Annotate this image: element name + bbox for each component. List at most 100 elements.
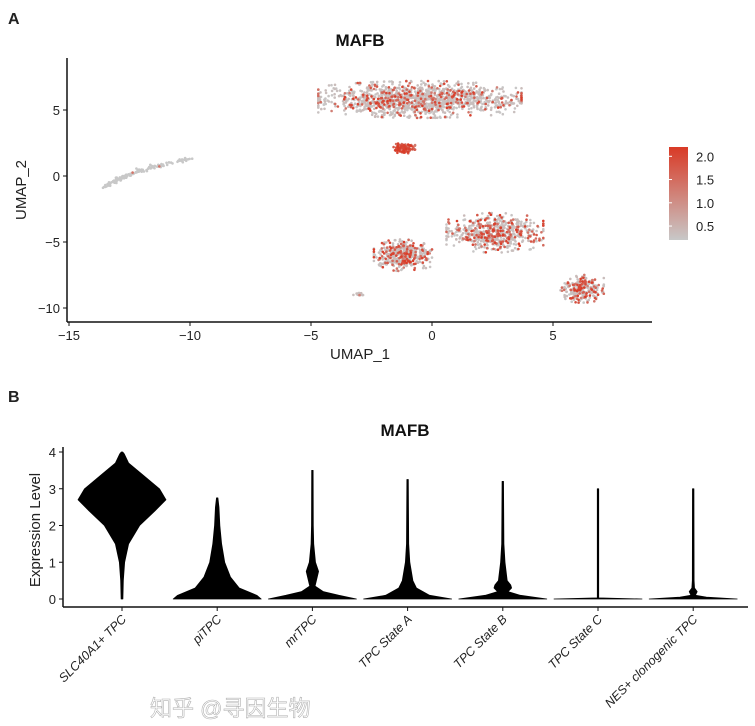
umap-cell-point: [396, 142, 400, 145]
umap-cell-point: [496, 225, 499, 229]
umap-cell-point: [479, 218, 482, 222]
umap-cell-point: [372, 250, 376, 253]
umap-cell-point: [535, 229, 538, 233]
umap-cell-point: [429, 94, 433, 98]
umap-cell-point: [150, 164, 154, 168]
umap-cell-point: [330, 94, 334, 97]
umap-cell-point: [472, 106, 476, 109]
umap-cell-point: [333, 102, 337, 106]
umap-cell-point: [346, 105, 350, 109]
umap-cell-point: [467, 104, 471, 108]
umap-cell-point: [447, 227, 450, 230]
umap-cell-point: [455, 82, 458, 85]
umap-cell-point: [517, 242, 521, 245]
umap-cell-point: [371, 80, 375, 84]
umap-cell-point: [511, 237, 515, 240]
umap-cell-point: [528, 228, 531, 231]
umap-cell-point: [394, 149, 397, 152]
umap-cell-point: [409, 251, 413, 254]
umap-cell-point: [467, 107, 471, 111]
umap-cell-point: [423, 104, 426, 107]
umap-cell-point: [417, 89, 420, 93]
umap-cell-point: [363, 91, 366, 94]
umap-cell-point: [424, 93, 428, 97]
violin-y-tick-label: 3: [49, 482, 56, 497]
umap-cell-point: [506, 246, 509, 249]
umap-cell-point: [434, 116, 438, 120]
umap-cell-point: [452, 100, 456, 103]
umap-cell-point: [488, 99, 491, 103]
umap-cell-point: [482, 108, 485, 112]
umap-cell-point: [482, 250, 486, 254]
umap-cell-point: [529, 218, 532, 222]
umap-cell-point: [171, 162, 174, 165]
umap-cell-point: [576, 294, 580, 298]
umap-cell-point: [602, 284, 605, 288]
umap-cell-point: [365, 99, 368, 102]
umap-cell-point: [391, 95, 394, 98]
umap-cell-point: [452, 94, 455, 98]
umap-cell-point: [456, 93, 460, 96]
umap-cell-point: [437, 108, 440, 112]
umap-cell-point: [415, 116, 419, 120]
umap-cell-point: [467, 82, 470, 85]
umap-cell-point: [412, 262, 416, 266]
umap-cell-point: [464, 95, 467, 99]
umap-cell-point: [391, 242, 395, 245]
umap-cell-point: [574, 301, 577, 304]
umap-cell-point: [456, 225, 459, 229]
umap-cell-point: [411, 105, 414, 108]
umap-cell-point: [372, 104, 376, 107]
umap-cell-point: [498, 219, 502, 222]
umap-cell-point: [583, 286, 586, 289]
umap-cell-point: [447, 218, 450, 221]
umap-cell-point: [376, 97, 380, 101]
umap-cell-point: [449, 89, 452, 92]
umap-cell-point: [338, 89, 342, 92]
umap-cell-point: [405, 102, 409, 105]
umap-cell-point: [573, 289, 577, 292]
umap-cell-point: [475, 233, 478, 237]
umap-cell-point: [405, 79, 408, 83]
umap-x-tick-label: 5: [549, 328, 556, 343]
umap-cell-point: [397, 86, 400, 90]
umap-cell-point: [475, 85, 478, 88]
umap-cell-point: [410, 85, 414, 89]
umap-cell-point: [447, 222, 451, 225]
umap-cell-point: [520, 98, 523, 102]
violin-slc40a1-tpc: [77, 451, 167, 600]
umap-cell-point: [512, 242, 516, 246]
umap-cell-point: [451, 232, 454, 235]
umap-cell-point: [452, 244, 456, 247]
umap-cell-point: [392, 257, 396, 260]
umap-cell-point: [129, 172, 133, 176]
umap-cell-point: [398, 80, 402, 84]
umap-cell-point: [596, 293, 600, 297]
umap-cell-point: [374, 93, 377, 96]
umap-cell-point: [343, 104, 346, 108]
umap-cell-point: [477, 238, 481, 242]
umap-cell-point: [418, 257, 422, 261]
umap-cell-point: [428, 103, 431, 107]
umap-cell-point: [420, 79, 423, 83]
umap-cell-point: [495, 110, 499, 114]
umap-cell-point: [404, 147, 408, 151]
umap-cell-point: [441, 92, 444, 95]
umap-cell-point: [400, 255, 403, 258]
umap-cell-point: [523, 225, 527, 228]
umap-cell-point: [377, 94, 381, 98]
umap-cell-point: [410, 101, 414, 104]
umap-cell-point: [515, 97, 518, 101]
umap-cell-point: [402, 266, 406, 269]
umap-cell-point: [416, 94, 420, 97]
umap-cell-point: [480, 232, 484, 235]
umap-cell-point: [384, 94, 387, 97]
violin-category-label: NES+ clonogenic TPC: [602, 612, 701, 711]
umap-axes: −15 −10 −5 0 5 −10 −5 0 5: [38, 58, 652, 343]
umap-cell-point: [418, 86, 422, 89]
umap-cell-point: [456, 98, 459, 101]
umap-cell-point: [487, 234, 491, 237]
umap-cell-point: [529, 240, 533, 243]
umap-cell-point: [153, 164, 157, 168]
umap-cell-point: [442, 101, 446, 105]
